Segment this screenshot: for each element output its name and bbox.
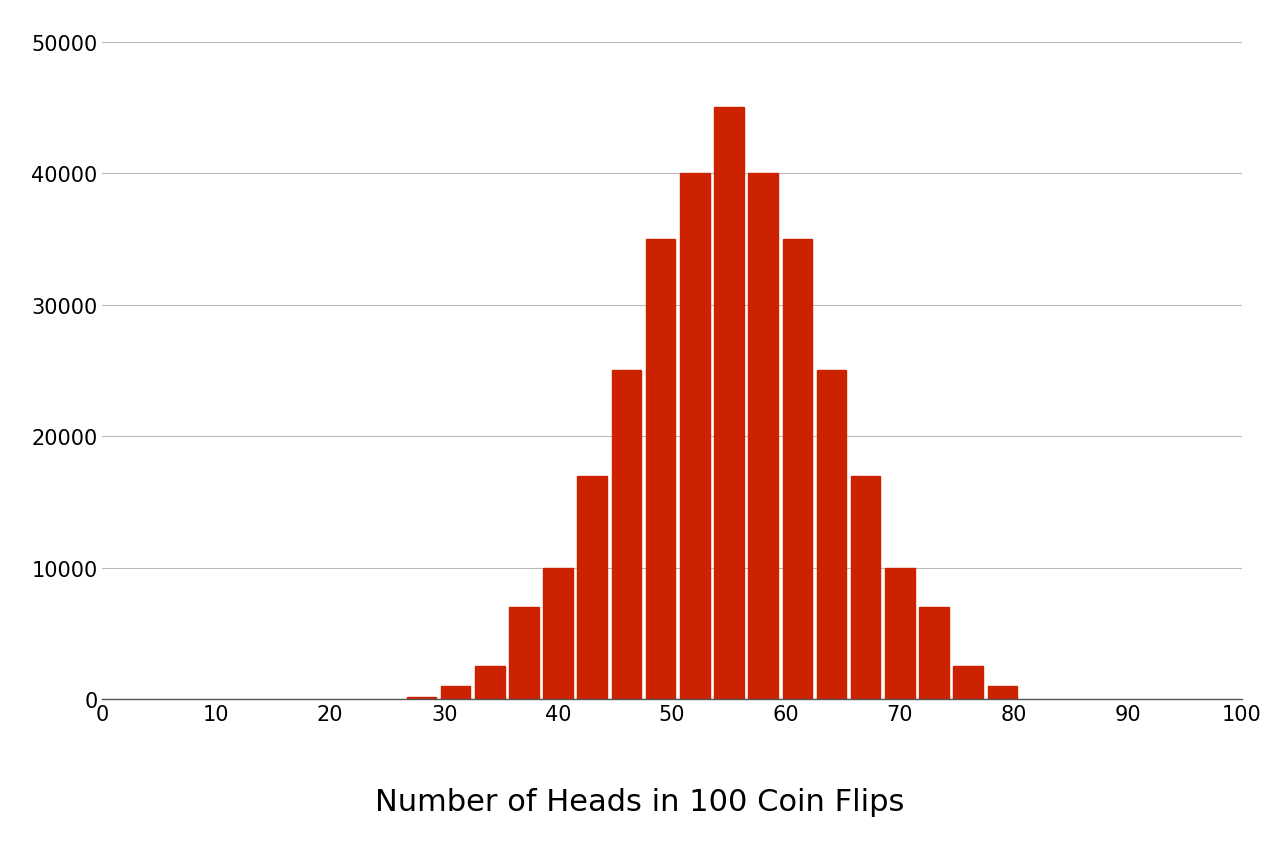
Bar <box>749 174 778 699</box>
Bar <box>988 687 1018 699</box>
Bar <box>884 568 915 699</box>
Text: Number of Heads in 100 Coin Flips: Number of Heads in 100 Coin Flips <box>375 787 905 816</box>
Bar <box>714 108 744 699</box>
Bar <box>680 174 709 699</box>
Bar <box>612 371 641 699</box>
Bar <box>919 607 948 699</box>
Bar <box>817 371 846 699</box>
Bar <box>440 687 470 699</box>
Bar <box>782 240 812 699</box>
Bar <box>954 667 983 699</box>
Bar <box>851 476 881 699</box>
Bar <box>543 568 573 699</box>
Bar <box>475 667 504 699</box>
Bar <box>577 476 607 699</box>
Bar <box>646 240 676 699</box>
Bar <box>407 697 436 699</box>
Bar <box>509 607 539 699</box>
